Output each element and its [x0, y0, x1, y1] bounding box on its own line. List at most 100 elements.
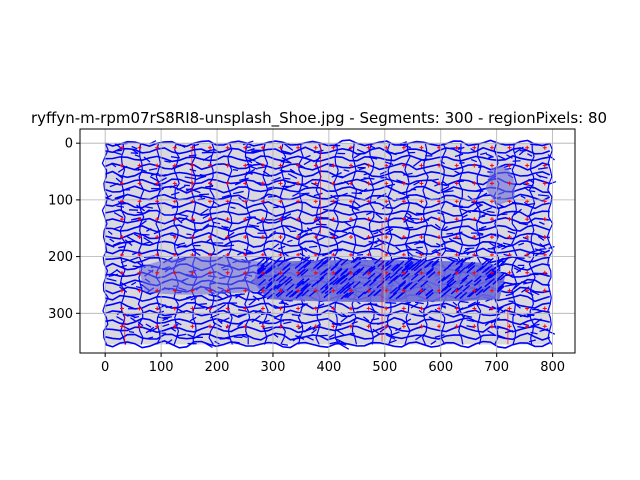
- shoe-texture-stroke: [481, 258, 490, 266]
- segment-stroke: [349, 206, 360, 211]
- segment-stroke: [530, 143, 538, 146]
- shoe-texture-stroke: [257, 265, 266, 273]
- shoe-texture-stroke: [296, 278, 305, 286]
- segment-boundary: [105, 324, 551, 334]
- segment-stroke: [518, 148, 527, 156]
- segment-stroke: [428, 316, 435, 321]
- segment-stroke: [137, 321, 144, 327]
- shoe-texture-stroke: [497, 282, 506, 290]
- segment-stroke: [414, 301, 424, 305]
- segment-stroke: [377, 237, 386, 246]
- segment-stroke: [434, 334, 445, 338]
- segment-stroke: [117, 165, 128, 173]
- segment-stroke: [171, 205, 181, 209]
- x-tick-label: 300: [261, 360, 286, 375]
- segment-stroke: [281, 213, 292, 220]
- segment-boundary: [190, 143, 198, 345]
- segment-stroke: [488, 241, 495, 247]
- segment-stroke: [297, 229, 307, 236]
- segment-stroke: [540, 248, 547, 250]
- segment-stroke: [127, 313, 136, 318]
- segment-stroke: [143, 205, 154, 209]
- segment-stroke: [490, 233, 500, 238]
- segment-stroke: [384, 161, 394, 166]
- shoe-texture-stroke: [409, 282, 418, 290]
- shoe-texture-stroke: [389, 271, 398, 279]
- segment-stroke: [456, 307, 464, 314]
- segment-stroke: [513, 267, 521, 273]
- segment-stroke: [313, 217, 321, 222]
- segment-stroke: [292, 192, 300, 197]
- segment-stroke: [116, 149, 123, 152]
- shoe-texture-stroke: [403, 282, 412, 290]
- shoe-texture-stroke: [356, 266, 365, 274]
- segment-stroke: [267, 195, 276, 198]
- segment-stroke: [505, 292, 514, 297]
- segment-stroke: [259, 319, 270, 325]
- segment-stroke: [459, 300, 469, 304]
- segment-boundary: [104, 309, 550, 319]
- segment-stroke: [279, 169, 286, 172]
- segment-stroke: [440, 186, 449, 192]
- shoe-texture-stroke: [473, 279, 482, 287]
- segment-stroke: [519, 314, 526, 318]
- segment-stroke: [452, 301, 458, 307]
- shoe-texture-stroke: [278, 275, 287, 284]
- shoe-texture-stroke: [294, 261, 303, 269]
- segment-stroke: [330, 233, 336, 237]
- shoe-texture-stroke: [402, 272, 411, 280]
- segment-stroke: [283, 321, 292, 325]
- segment-stroke: [511, 201, 523, 205]
- segment-stroke: [145, 336, 154, 340]
- shoe-texture-stroke: [301, 289, 310, 297]
- segment-stroke: [190, 296, 198, 301]
- shoe-heel-region: [138, 256, 265, 295]
- segment-stroke: [547, 154, 556, 161]
- segment-stroke: [144, 209, 151, 214]
- shoe-texture-stroke: [308, 289, 317, 297]
- segment-stroke: [149, 176, 161, 183]
- segment-stroke: [189, 316, 197, 322]
- shoe-texture-stroke: [301, 278, 310, 286]
- segment-stroke: [237, 313, 246, 317]
- x-tick-label: 600: [428, 360, 453, 375]
- x-tick-label: 400: [316, 360, 341, 375]
- segment-stroke: [245, 168, 256, 176]
- shoe-texture-stroke: [330, 277, 339, 285]
- segment-stroke: [221, 194, 231, 199]
- segment-stroke: [175, 307, 186, 314]
- segment-stroke: [501, 244, 511, 250]
- segment-stroke: [368, 156, 378, 160]
- shoe-texture-stroke: [302, 256, 311, 264]
- segment-stroke: [205, 305, 212, 311]
- segment-stroke: [319, 334, 328, 337]
- x-tick-label: 100: [149, 360, 174, 375]
- segment-stroke: [399, 196, 410, 200]
- segment-stroke: [523, 183, 534, 187]
- segment-boundary: [105, 316, 550, 326]
- segment-stroke: [470, 158, 478, 163]
- segment-stroke: [409, 217, 420, 220]
- shoe-texture-stroke: [405, 261, 414, 269]
- shoe-texture-stroke: [499, 273, 508, 281]
- shoe-texture-stroke: [343, 286, 352, 295]
- segment-stroke: [415, 333, 425, 341]
- segment-stroke: [418, 240, 427, 244]
- segment-stroke: [209, 313, 220, 319]
- segment-stroke: [289, 168, 295, 173]
- segment-stroke: [306, 227, 313, 232]
- y-tick-label: 200: [48, 250, 73, 265]
- shoe-texture-stroke: [319, 272, 328, 280]
- segment-boundary: [105, 231, 550, 241]
- segment-stroke: [132, 265, 143, 268]
- segment-boundary: [528, 143, 536, 345]
- segment-stroke: [515, 303, 521, 309]
- shoe-texture-stroke: [464, 279, 473, 287]
- segment-stroke: [287, 299, 293, 302]
- segment-stroke: [224, 244, 235, 248]
- segment-stroke: [312, 156, 322, 163]
- segment-stroke: [146, 227, 152, 232]
- shoe-texture-stroke: [454, 264, 463, 272]
- segment-stroke: [353, 152, 363, 159]
- shoe-texture-stroke: [420, 280, 429, 288]
